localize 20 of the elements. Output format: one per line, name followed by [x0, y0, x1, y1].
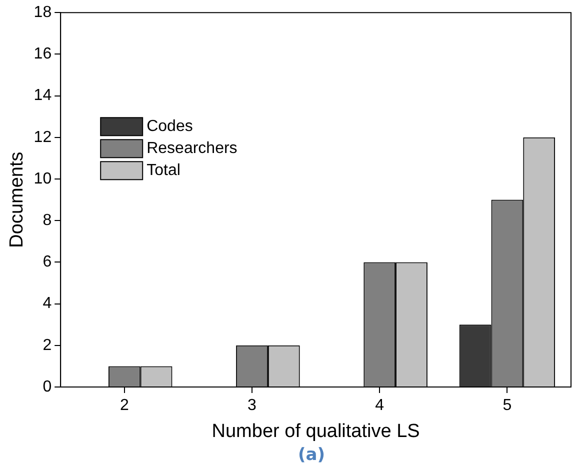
- y-tick-label: 6: [42, 254, 52, 271]
- y-tick-label: 8: [42, 212, 52, 230]
- y-tick-label: 4: [42, 295, 52, 312]
- y-tick-label: 16: [34, 46, 52, 63]
- legend-label: Researchers: [146, 140, 238, 158]
- y-tick-label: 10: [34, 170, 52, 188]
- legend-label: Total: [146, 162, 180, 180]
- text: (a): [296, 445, 326, 465]
- x-tick-label: 3: [248, 397, 257, 414]
- x-tick-label: 5: [502, 397, 512, 414]
- y-tick-label: 12: [34, 128, 52, 146]
- y-tick-label: 0: [42, 378, 52, 396]
- x-axis-title: Number of qualitative LS: [212, 420, 420, 442]
- legend-label: Codes: [146, 118, 193, 136]
- y-tick-label: 2: [42, 336, 52, 354]
- y-tick-label: 18: [34, 4, 52, 22]
- y-tick-label: 14: [34, 87, 52, 104]
- x-tick-label: 4: [375, 397, 384, 414]
- y-axis-title: Documents: [6, 152, 28, 248]
- x-tick-label: 2: [120, 397, 129, 414]
